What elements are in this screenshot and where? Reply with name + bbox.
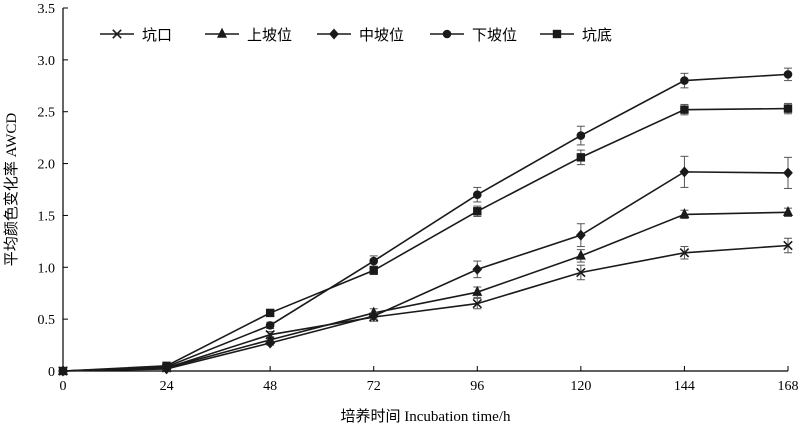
data-point xyxy=(472,263,483,275)
series-line xyxy=(62,107,789,372)
axes: 0 0.5 1.0 1.5 2.0 2.5 3.0 3.5 0 24 48 72 96 120 144 168 xyxy=(38,2,799,394)
data-point xyxy=(369,256,379,266)
x-tick-label: 96 xyxy=(470,379,484,394)
data-point xyxy=(783,167,793,179)
data-point xyxy=(576,131,586,140)
y-tick-label: 2.0 xyxy=(38,158,56,173)
series-diamond xyxy=(58,155,793,377)
legend-marker xyxy=(552,29,562,39)
data-point xyxy=(265,321,275,330)
data-point xyxy=(58,366,68,376)
data-point xyxy=(472,298,483,309)
marker-stroke xyxy=(112,29,122,39)
series-square xyxy=(58,102,793,376)
y-axis-title: 平均颜色变化率 AWCD xyxy=(3,113,20,267)
data-point xyxy=(576,153,586,162)
series-circle xyxy=(58,67,793,376)
data-point xyxy=(575,229,586,241)
y-tick-label: 0.5 xyxy=(38,313,56,328)
legend-label: 坑口 xyxy=(142,26,172,44)
legend-marker xyxy=(216,27,228,38)
legend-label: 坑底 xyxy=(582,26,612,44)
legend-item: 坑口 xyxy=(100,26,172,44)
x-tick-label: 24 xyxy=(160,379,174,394)
y-tick-label: 1.0 xyxy=(38,261,56,276)
x-axis-title: 培养时间 Incubation time/h xyxy=(341,408,511,425)
legend-item: 中坡位 xyxy=(317,26,404,44)
x-tick-label: 120 xyxy=(570,379,591,394)
legend-item: 下坡位 xyxy=(430,26,517,44)
x-tick-label: 0 xyxy=(60,379,67,394)
data-point xyxy=(575,249,586,260)
series-line xyxy=(62,244,789,372)
marker-stroke xyxy=(576,267,586,278)
data-point xyxy=(783,104,793,113)
legend-item: 上坡位 xyxy=(205,26,292,44)
y-tick-label: 0 xyxy=(48,365,55,380)
data-point xyxy=(265,337,276,349)
legend-label: 中坡位 xyxy=(359,26,404,44)
data-point xyxy=(576,267,586,278)
marker-stroke xyxy=(679,248,690,258)
data-point xyxy=(783,240,793,251)
series-line xyxy=(62,211,789,372)
series-layer xyxy=(57,67,794,377)
series-line xyxy=(62,73,789,372)
series-line xyxy=(62,171,789,372)
data-point xyxy=(679,248,690,258)
legend-marker xyxy=(112,29,122,39)
series-x xyxy=(58,237,793,376)
legend-marker xyxy=(329,28,339,40)
legend-item: 坑底 xyxy=(540,26,612,44)
x-tick-label: 48 xyxy=(263,379,277,394)
data-point xyxy=(472,285,483,296)
y-tick-label: 3.5 xyxy=(38,2,56,17)
data-point xyxy=(473,207,482,216)
data-point xyxy=(679,166,690,178)
y-tick-label: 2.5 xyxy=(38,106,56,121)
series-triangle xyxy=(57,205,794,375)
legend-marker xyxy=(442,29,452,39)
legend-label: 下坡位 xyxy=(472,26,517,44)
data-point xyxy=(783,70,793,79)
data-point xyxy=(368,310,379,322)
data-point xyxy=(680,76,689,85)
x-tick-label: 72 xyxy=(367,379,381,394)
data-point xyxy=(265,308,275,318)
marker-stroke xyxy=(472,298,483,309)
data-point xyxy=(472,190,482,199)
legend: 坑口 上坡位 中坡位 下坡位 坑底 xyxy=(100,26,612,44)
marker-stroke xyxy=(783,240,793,251)
data-point xyxy=(680,105,689,114)
data-point xyxy=(369,266,378,275)
data-point xyxy=(162,361,171,371)
x-tick-label: 144 xyxy=(674,379,695,394)
data-point xyxy=(679,208,690,219)
y-tick-label: 3.0 xyxy=(38,54,56,69)
legend-label: 上坡位 xyxy=(247,26,292,44)
x-tick-label: 168 xyxy=(778,379,799,394)
data-point xyxy=(782,205,794,217)
y-tick-label: 1.5 xyxy=(38,209,56,224)
